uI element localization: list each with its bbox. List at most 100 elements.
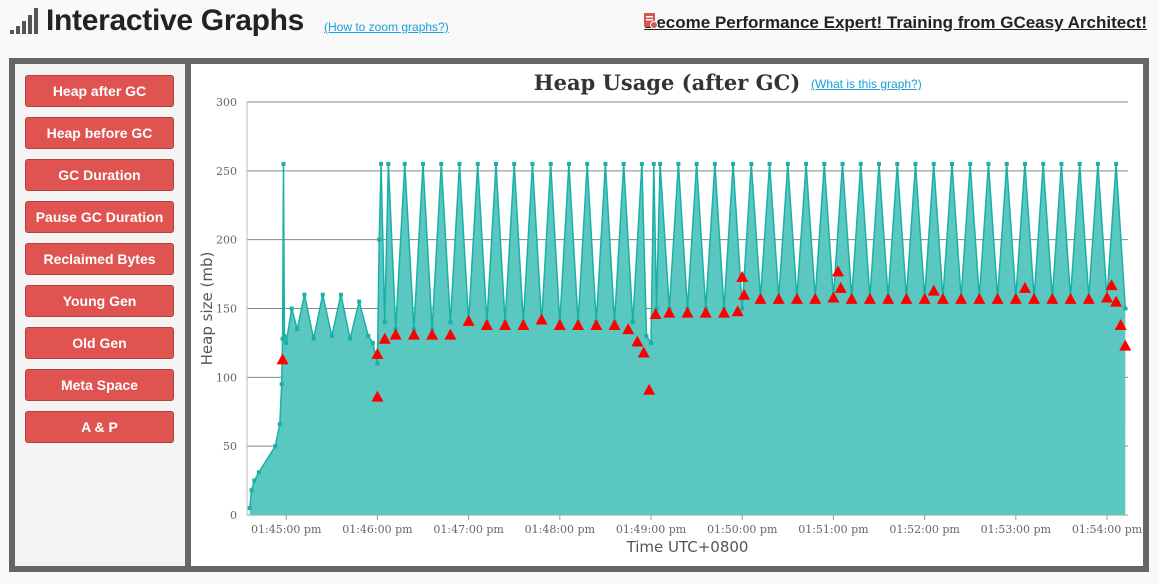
full-gc-marker: [809, 292, 822, 304]
heap-point: [320, 292, 325, 297]
meta-space-button[interactable]: Meta Space: [25, 369, 174, 401]
full-gc-marker: [845, 292, 858, 304]
heap-point: [731, 161, 736, 166]
heap-point: [382, 320, 387, 325]
heap-usage-chart[interactable]: 0 50 100 150 200 250 300 01:45:00 pm 01:46:00 pm…: [191, 64, 1143, 566]
full-gc-marker: [389, 328, 402, 340]
graph-frame: Heap after GC Heap before GC GC Duration…: [9, 58, 1149, 572]
full-gc-marker: [1101, 291, 1114, 303]
heap-point: [1059, 161, 1064, 166]
page-title: Interactive Graphs: [46, 4, 305, 37]
heap-point: [968, 161, 973, 166]
heap-point: [493, 161, 498, 166]
full-gc-marker: [378, 332, 391, 344]
heap-point: [289, 306, 294, 311]
full-gc-marker: [517, 319, 530, 331]
signal-bars-icon: [10, 8, 38, 34]
heap-point: [1077, 161, 1082, 166]
heap-point: [357, 299, 362, 304]
full-gc-marker: [790, 292, 803, 304]
heap-point: [402, 161, 407, 166]
full-gc-marker: [622, 323, 635, 335]
heap-point: [949, 161, 954, 166]
gc-duration-button[interactable]: GC Duration: [25, 159, 174, 191]
full-gc-marker: [499, 319, 512, 331]
heap-point: [658, 161, 663, 166]
chart-title-text: Heap Usage (after GC): [533, 70, 801, 95]
full-gc-marker: [407, 328, 420, 340]
full-gc-marker: [731, 305, 744, 317]
full-gc-marker: [900, 292, 913, 304]
heap-point: [370, 340, 375, 345]
old-gen-button[interactable]: Old Gen: [25, 327, 174, 359]
heap-after-gc-button[interactable]: Heap after GC: [25, 75, 174, 107]
full-gc-marker: [1046, 292, 1059, 304]
certificate-icon: [644, 13, 659, 29]
heap-before-gc-button[interactable]: Heap before GC: [25, 117, 174, 149]
full-gc-marker: [772, 292, 785, 304]
heap-point: [649, 340, 654, 345]
training-promo-link[interactable]: Become Performance Expert! Training from…: [644, 13, 1147, 32]
full-gc-marker: [637, 346, 650, 358]
full-gc-marker: [738, 288, 751, 300]
full-gc-marker: [717, 306, 730, 318]
heap-point: [1123, 306, 1128, 311]
full-gc-marker: [927, 284, 940, 296]
full-gc-marker: [371, 390, 384, 402]
heap-point: [895, 161, 900, 166]
full-gc-marker: [681, 306, 694, 318]
heap-point: [986, 161, 991, 166]
full-gc-marker: [1018, 281, 1031, 293]
x-tick-label: 01:46:00 pm: [342, 523, 413, 536]
x-tick-label: 01:52:00 pm: [889, 523, 960, 536]
full-gc-marker: [918, 292, 931, 304]
heap-point: [448, 320, 453, 325]
full-gc-marker: [631, 335, 644, 347]
heap-point: [256, 470, 261, 475]
heap-point: [644, 334, 649, 339]
reclaimed-bytes-button[interactable]: Reclaimed Bytes: [25, 243, 174, 275]
heap-point: [249, 488, 254, 493]
full-gc-marker: [699, 306, 712, 318]
heap-point: [1004, 161, 1009, 166]
pause-gc-duration-button[interactable]: Pause GC Duration: [25, 201, 174, 233]
how-to-zoom-link[interactable]: (How to zoom graphs?): [324, 20, 449, 34]
heap-point: [421, 161, 426, 166]
heap-point: [377, 237, 382, 242]
a-and-p-button[interactable]: A & P: [25, 411, 174, 443]
full-gc-marker: [754, 292, 767, 304]
x-axis-label: Time UTC+0800: [626, 538, 749, 556]
heap-point: [386, 161, 391, 166]
heap-point: [279, 382, 284, 387]
heap-point: [676, 161, 681, 166]
y-axis-label: Heap size (mb): [198, 252, 216, 366]
heap-point: [348, 336, 353, 341]
heap-point: [712, 161, 717, 166]
full-gc-marker: [831, 265, 844, 277]
heap-point: [379, 161, 384, 166]
full-gc-marker: [535, 313, 548, 325]
full-gc-marker: [590, 319, 603, 331]
full-gc-marker: [553, 319, 566, 331]
heap-point: [767, 161, 772, 166]
heap-point: [621, 161, 626, 166]
full-gc-marker: [643, 383, 656, 395]
young-gen-button[interactable]: Young Gen: [25, 285, 174, 317]
heap-point: [329, 334, 334, 339]
full-gc-marker: [426, 328, 439, 340]
y-tick-label: 250: [216, 165, 237, 178]
full-gc-marker: [834, 281, 847, 293]
heap-point: [651, 161, 656, 166]
heap-point: [858, 161, 863, 166]
heap-point: [654, 306, 659, 311]
promo: Become Performance Expert! Training from…: [644, 13, 1147, 33]
heap-point: [548, 161, 553, 166]
y-tick-label: 100: [216, 371, 237, 384]
heap-point: [457, 161, 462, 166]
heap-point: [295, 327, 300, 332]
y-tick-label: 150: [216, 303, 237, 316]
heap-point: [913, 161, 918, 166]
what-is-this-graph-link[interactable]: (What is this graph?): [811, 77, 922, 91]
y-tick-label: 300: [216, 96, 237, 109]
y-tick-label: 200: [216, 234, 237, 247]
